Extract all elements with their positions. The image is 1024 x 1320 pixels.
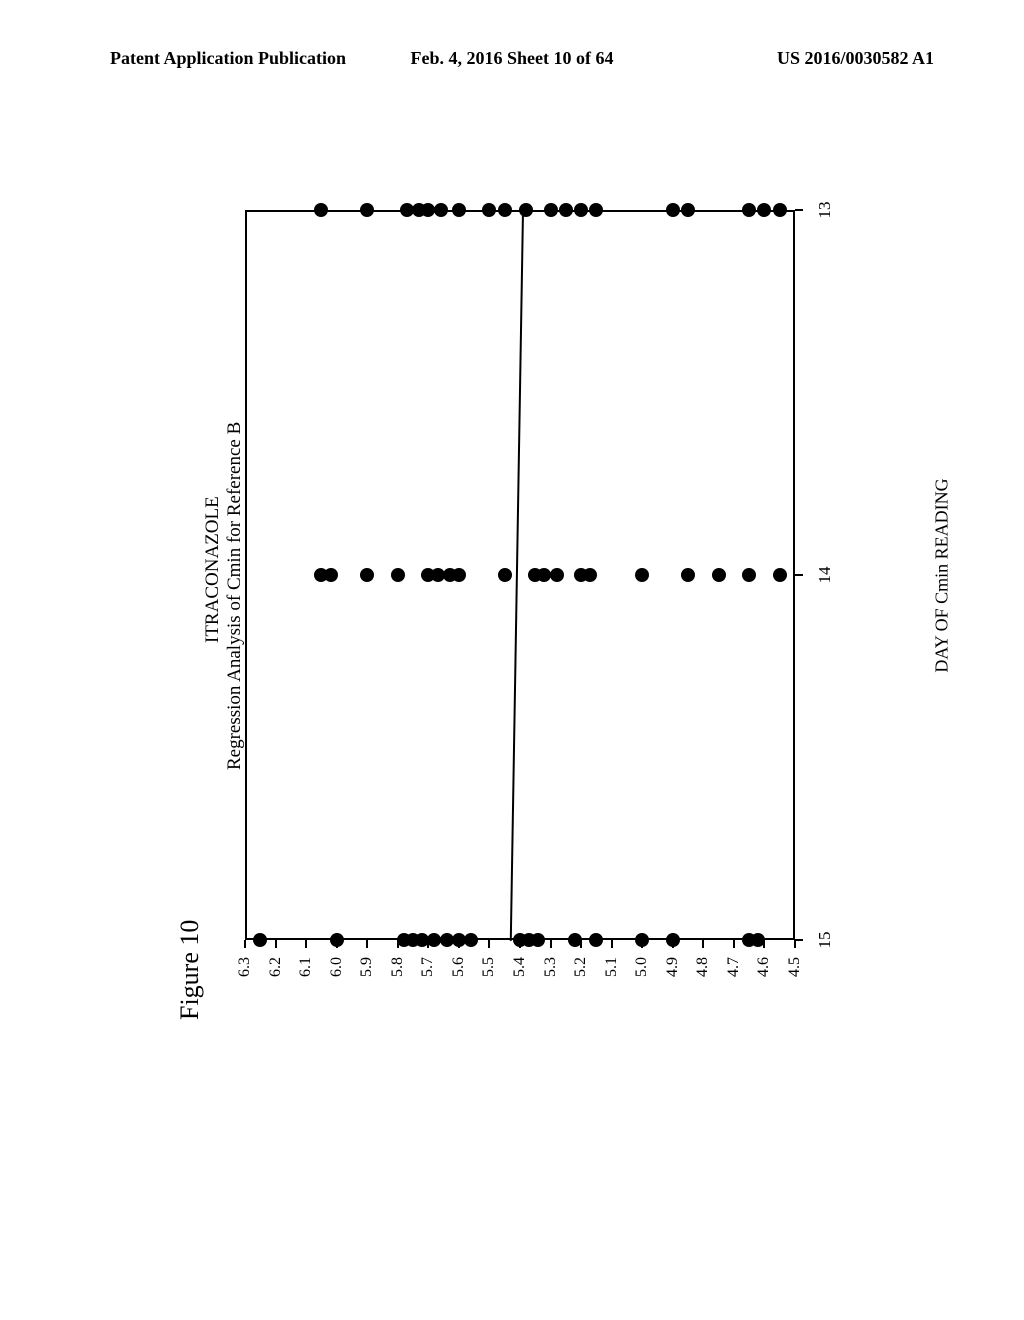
data-point	[253, 933, 267, 947]
y-tick-label: 4.9	[664, 947, 682, 987]
data-point	[482, 203, 496, 217]
x-axis-label: DAY OF Cmin READING	[932, 478, 953, 672]
data-point	[324, 568, 338, 582]
chart-title-line2: Regression Analysis of Cmin for Referenc…	[224, 422, 246, 770]
y-tick-label: 5.8	[389, 947, 407, 987]
data-point	[635, 933, 649, 947]
data-point	[589, 203, 603, 217]
data-point	[712, 568, 726, 582]
data-point	[742, 203, 756, 217]
data-point	[773, 568, 787, 582]
figure-label: Figure 10	[175, 920, 205, 1020]
y-tick-label: 5.4	[511, 947, 529, 987]
data-point	[589, 933, 603, 947]
y-tick-label: 6.0	[328, 947, 346, 987]
data-point	[434, 203, 448, 217]
data-point	[742, 568, 756, 582]
data-point	[574, 203, 588, 217]
data-point	[559, 203, 573, 217]
data-point	[773, 203, 787, 217]
data-point	[568, 933, 582, 947]
data-point	[751, 933, 765, 947]
y-tick-label: 5.9	[358, 947, 376, 987]
x-tick-label: 14	[815, 555, 835, 595]
data-point	[666, 933, 680, 947]
data-point	[681, 203, 695, 217]
page-header: Patent Application Publication Feb. 4, 2…	[0, 48, 1024, 69]
y-tick-label: 4.6	[755, 947, 773, 987]
header-right: US 2016/0030582 A1	[777, 48, 934, 69]
x-tick-label: 15	[815, 920, 835, 960]
data-point	[550, 568, 564, 582]
y-tick-label: 6.3	[236, 947, 254, 987]
y-tick-label: 5.7	[419, 947, 437, 987]
x-tick-mark	[795, 209, 803, 211]
y-tick-label: 5.2	[572, 947, 590, 987]
data-point	[360, 568, 374, 582]
x-tick-label: 13	[815, 190, 835, 230]
x-tick-mark	[795, 574, 803, 576]
data-point	[666, 203, 680, 217]
data-point	[498, 203, 512, 217]
data-point	[757, 203, 771, 217]
y-tick-label: 4.5	[786, 947, 804, 987]
y-tick-label: 4.7	[725, 947, 743, 987]
x-tick-mark	[795, 939, 803, 941]
chart-title-line1: ITRACONAZOLE	[202, 496, 224, 643]
y-tick-label: 5.6	[450, 947, 468, 987]
y-tick-label: 6.1	[297, 947, 315, 987]
data-point	[314, 203, 328, 217]
y-tick-label: 5.3	[542, 947, 560, 987]
data-point	[452, 203, 466, 217]
data-point	[519, 203, 533, 217]
y-tick-label: 6.2	[267, 947, 285, 987]
data-point	[330, 933, 344, 947]
data-point	[544, 203, 558, 217]
data-point	[391, 568, 405, 582]
y-tick-label: 5.5	[480, 947, 498, 987]
header-left: Patent Application Publication	[110, 48, 346, 69]
data-point	[531, 933, 545, 947]
data-point	[635, 568, 649, 582]
data-point	[360, 203, 374, 217]
y-tick-label: 4.8	[694, 947, 712, 987]
data-point	[498, 568, 512, 582]
data-point	[681, 568, 695, 582]
header-center: Feb. 4, 2016 Sheet 10 of 64	[411, 48, 614, 69]
y-tick-label: 5.1	[603, 947, 621, 987]
y-tick-label: 5.0	[633, 947, 651, 987]
data-point	[583, 568, 597, 582]
data-point	[464, 933, 478, 947]
data-point	[452, 568, 466, 582]
